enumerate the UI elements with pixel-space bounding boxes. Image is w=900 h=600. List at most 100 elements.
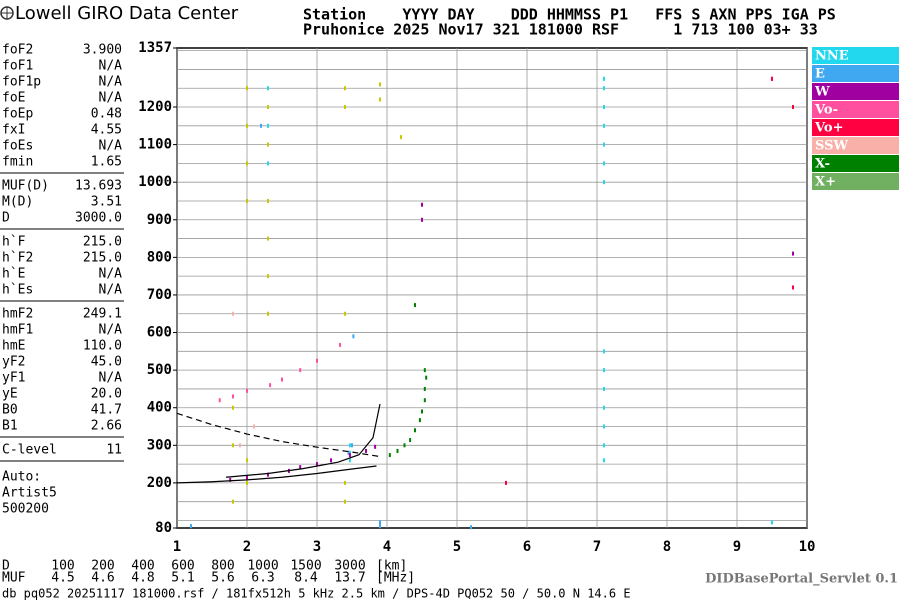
data-point (603, 142, 605, 147)
logo-text: Lowell GIRO Data Center (15, 3, 239, 24)
param-name: hmF2 (2, 307, 33, 322)
data-point (239, 443, 241, 448)
data-point (267, 142, 269, 147)
y-tick-label: 1100 (138, 137, 172, 153)
param-name: h`F2 (2, 251, 33, 266)
param-name: C-level (2, 443, 57, 458)
data-point (246, 388, 248, 393)
param-value: N/A (99, 75, 123, 90)
distance-value: 200 (91, 559, 114, 574)
table-label: MUF (2, 571, 26, 586)
y-tick-label: 1357 (138, 40, 172, 56)
header-line: Pruhonice 2025 Nov17 321 181000 RSF 1 71… (303, 21, 818, 39)
data-point (232, 394, 234, 399)
muf-value: 5.1 (171, 571, 194, 586)
param-value: 0.48 (91, 107, 122, 122)
data-point (229, 477, 232, 482)
table-label: D (2, 559, 10, 574)
y-tick-label: 80 (155, 520, 172, 536)
param-name: yF1 (2, 371, 25, 386)
distance-value: 400 (131, 559, 154, 574)
data-point (414, 303, 416, 308)
x-tick-label: 3 (313, 539, 321, 555)
param-name: hmF1 (2, 323, 33, 338)
legend-label: W (814, 85, 830, 100)
data-point (603, 443, 605, 448)
muf-value: 13.7 (334, 571, 365, 586)
muf-value: 4.5 (51, 571, 74, 586)
legend-swatch (812, 83, 899, 100)
param-name: foF1p (2, 75, 41, 90)
data-point (348, 453, 351, 458)
auto-line: Artist5 (2, 486, 57, 501)
data-point (347, 450, 350, 455)
distance-value: 1000 (247, 559, 278, 574)
data-point (344, 499, 346, 504)
data-point (352, 334, 355, 339)
logo-icon (0, 6, 14, 20)
legend-swatch (812, 137, 899, 154)
y-tick-label: 600 (147, 325, 172, 341)
data-point (603, 76, 605, 81)
data-point (421, 409, 423, 414)
param-value: 13.693 (75, 179, 122, 194)
data-point (414, 428, 416, 433)
param-value: N/A (99, 91, 123, 106)
data-point (190, 524, 192, 529)
data-point (400, 135, 402, 140)
legend-label: E (815, 67, 825, 82)
data-point (425, 375, 428, 380)
param-value: 215.0 (83, 235, 122, 250)
data-point (344, 86, 346, 91)
data-point (418, 418, 421, 423)
data-point (423, 386, 426, 391)
data-point (348, 443, 351, 448)
data-point (232, 443, 234, 448)
data-point (374, 444, 377, 449)
data-point (365, 448, 367, 453)
distance-value: 1500 (290, 559, 321, 574)
data-point (603, 424, 605, 429)
data-point (603, 86, 605, 91)
legend-label: X+ (815, 175, 836, 190)
param-name: h`Es (2, 283, 33, 298)
param-name: foEp (2, 107, 33, 122)
param-value: 4.55 (91, 123, 122, 138)
data-point (246, 123, 248, 128)
legend-swatch (812, 101, 899, 118)
param-name: h`E (2, 267, 25, 282)
y-tick-label: 1000 (138, 174, 172, 190)
legend-swatch (812, 65, 899, 82)
legend-label: NNE (815, 49, 849, 64)
y-tick-label: 1200 (138, 99, 172, 115)
data-point (269, 383, 272, 388)
profile-curve (176, 412, 381, 458)
param-value: N/A (99, 283, 123, 298)
param-value: 3.900 (83, 43, 122, 58)
param-value: N/A (99, 371, 123, 386)
param-value: 1.65 (91, 155, 122, 170)
x-tick-label: 8 (663, 539, 671, 555)
legend-swatch (812, 173, 899, 190)
data-point (267, 86, 269, 91)
y-tick-label: 900 (147, 212, 172, 228)
profile-curve (176, 465, 377, 484)
param-value: 3000.0 (75, 211, 122, 226)
data-point (299, 368, 302, 373)
param-name: foF1 (2, 59, 33, 74)
param-name: fmin (2, 155, 33, 170)
data-point (792, 105, 794, 110)
legend-swatch (812, 47, 899, 64)
data-point (344, 311, 346, 316)
profile-curve (225, 403, 381, 478)
data-point (330, 458, 332, 463)
x-tick-label: 10 (799, 539, 816, 555)
data-point (470, 525, 472, 530)
muf-value: 4.8 (131, 571, 154, 586)
y-tick-label: 700 (147, 287, 172, 303)
muf-value: 8.4 (294, 571, 318, 586)
x-tick-label: 6 (523, 539, 531, 555)
data-point (339, 342, 342, 347)
param-value: N/A (99, 139, 123, 154)
legend-swatch (812, 155, 899, 172)
